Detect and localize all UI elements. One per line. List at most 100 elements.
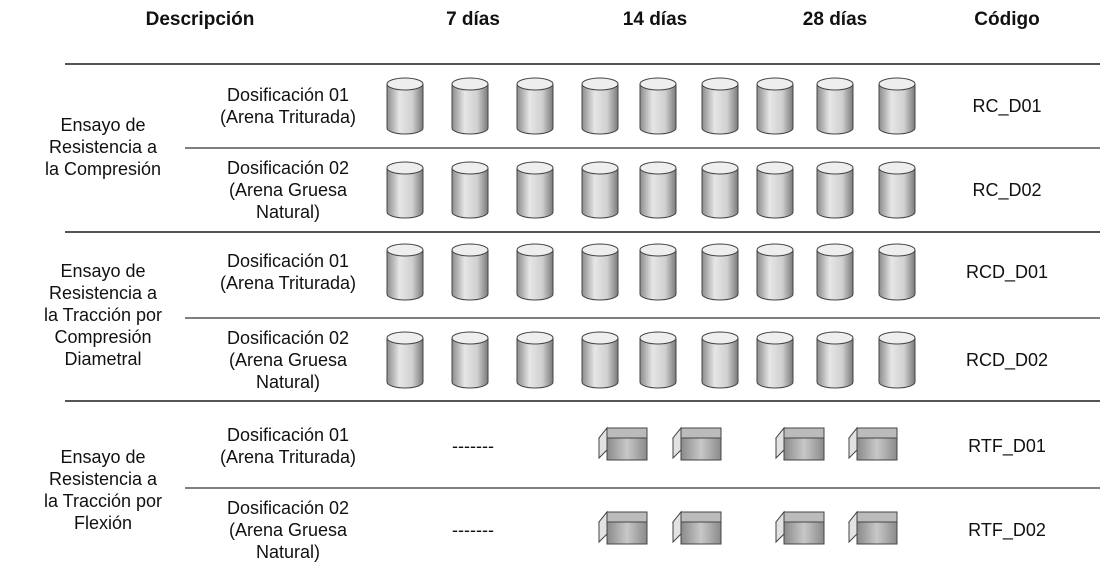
cylinder-top xyxy=(386,77,424,91)
dosage-label: Dosificación 02 (Arena Gruesa Natural) xyxy=(226,158,350,222)
cylinder xyxy=(701,83,739,135)
column-header: 14 días xyxy=(622,9,688,30)
group-label: Ensayo de Resistencia a la Tracción por … xyxy=(43,447,163,533)
cylinder xyxy=(386,167,424,219)
dosage-label: Dosificación 01 (Arena Triturada) xyxy=(219,251,357,293)
cylinder xyxy=(878,337,916,389)
group-label: Ensayo de Resistencia a la Tracción por … xyxy=(43,261,163,369)
cylinder xyxy=(816,337,854,389)
cylinder-top xyxy=(816,161,854,175)
cylinder-top xyxy=(701,243,739,257)
code: RCD_D02 xyxy=(965,350,1049,370)
cylinder-top xyxy=(639,77,677,91)
column-header: 28 días xyxy=(802,9,868,30)
cylinder-top xyxy=(756,331,794,345)
cylinder-top xyxy=(756,243,794,257)
beam-end xyxy=(848,426,858,460)
beam xyxy=(680,437,722,461)
dosage-label: Dosificación 02 (Arena Gruesa Natural) xyxy=(226,498,350,562)
cylinder-top xyxy=(878,243,916,257)
cylinder xyxy=(639,167,677,219)
cylinder-top xyxy=(516,331,554,345)
cylinder xyxy=(581,83,619,135)
cylinder xyxy=(451,167,489,219)
cylinder-top xyxy=(516,161,554,175)
cylinder xyxy=(581,167,619,219)
cylinder-top xyxy=(701,77,739,91)
code: RTF_D02 xyxy=(968,520,1046,540)
beam-end xyxy=(598,426,608,460)
cylinder-top xyxy=(451,243,489,257)
cylinder xyxy=(701,249,739,301)
beam-end xyxy=(775,510,785,544)
beam xyxy=(783,437,825,461)
cylinder-top xyxy=(816,77,854,91)
cylinder xyxy=(581,337,619,389)
code: RC_D02 xyxy=(972,180,1042,200)
beam xyxy=(680,521,722,545)
cylinder-top xyxy=(701,161,739,175)
cylinder-top xyxy=(878,331,916,345)
beam-end xyxy=(672,426,682,460)
column-header: Descripción xyxy=(145,9,255,30)
beam xyxy=(606,437,648,461)
cylinder-top xyxy=(386,243,424,257)
beam-end xyxy=(848,510,858,544)
code: RCD_D01 xyxy=(965,262,1049,282)
cylinder-top xyxy=(878,77,916,91)
cylinder xyxy=(451,337,489,389)
cylinder xyxy=(516,337,554,389)
cylinder xyxy=(386,337,424,389)
cylinder-top xyxy=(639,331,677,345)
code: RC_D01 xyxy=(972,96,1042,116)
dosage-label: Dosificación 02 (Arena Gruesa Natural) xyxy=(226,328,350,392)
empty-marker: ------- xyxy=(452,520,494,540)
cylinder-top xyxy=(756,77,794,91)
cylinder xyxy=(816,83,854,135)
beam xyxy=(856,437,898,461)
cylinder-top xyxy=(878,161,916,175)
cylinder xyxy=(451,83,489,135)
cylinder xyxy=(756,83,794,135)
cylinder xyxy=(386,249,424,301)
cylinder xyxy=(756,249,794,301)
cylinder-top xyxy=(386,331,424,345)
cylinder xyxy=(581,249,619,301)
cylinder xyxy=(386,83,424,135)
group-label: Ensayo de Resistencia a la Compresión xyxy=(44,115,162,179)
code: RTF_D01 xyxy=(968,436,1046,456)
cylinder xyxy=(516,249,554,301)
cylinder-top xyxy=(451,331,489,345)
cylinder-top xyxy=(581,331,619,345)
cylinder xyxy=(878,167,916,219)
cylinder xyxy=(639,83,677,135)
cylinder-top xyxy=(816,243,854,257)
cylinder xyxy=(816,167,854,219)
cylinder xyxy=(639,337,677,389)
cylinder xyxy=(701,167,739,219)
beam xyxy=(856,521,898,545)
dosage-label: Dosificación 01 (Arena Triturada) xyxy=(219,85,357,127)
empty-marker: ------- xyxy=(452,436,494,456)
cylinder xyxy=(816,249,854,301)
cylinder-top xyxy=(386,161,424,175)
beam xyxy=(783,521,825,545)
beam-end xyxy=(672,510,682,544)
cylinder xyxy=(878,249,916,301)
cylinder-top xyxy=(701,331,739,345)
cylinder-top xyxy=(451,77,489,91)
beam xyxy=(606,521,648,545)
cylinder xyxy=(516,167,554,219)
cylinder-top xyxy=(756,161,794,175)
cylinder-top xyxy=(516,77,554,91)
cylinder xyxy=(756,337,794,389)
cylinder-top xyxy=(581,243,619,257)
beam-end xyxy=(598,510,608,544)
cylinder-top xyxy=(816,331,854,345)
cylinder-top xyxy=(581,161,619,175)
dosage-label: Dosificación 01 (Arena Triturada) xyxy=(219,425,357,467)
cylinder xyxy=(701,337,739,389)
cylinder-top xyxy=(639,243,677,257)
